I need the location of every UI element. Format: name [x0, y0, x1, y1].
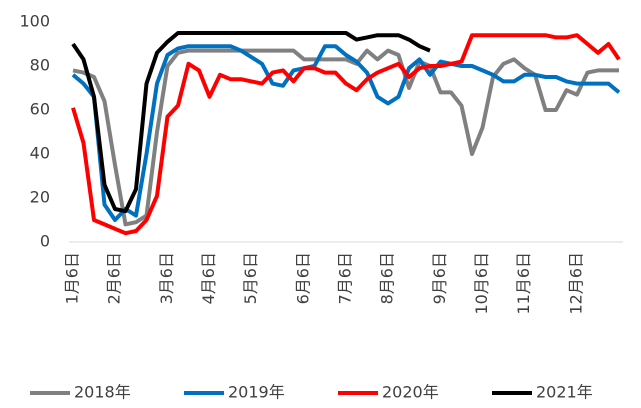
x-tick-label: 8月6日 — [378, 252, 397, 304]
y-tick-label: 0 — [40, 232, 50, 251]
y-tick-label: 40 — [30, 144, 50, 163]
x-tick-label: 9月6日 — [430, 252, 449, 304]
line-series — [71, 31, 431, 214]
x-tick-label: 5月6日 — [241, 252, 260, 304]
y-tick-label: 60 — [30, 100, 50, 119]
x-tick-label: 1月6日 — [63, 252, 82, 304]
x-tick-label: 2月6日 — [105, 252, 124, 304]
legend-label: 2019年 — [228, 383, 285, 402]
x-tick-label: 3月6日 — [157, 252, 176, 304]
x-tick-label: 10月6日 — [472, 252, 491, 315]
x-tick-label: 7月6日 — [336, 252, 355, 304]
line-series — [72, 48, 619, 227]
line-series — [71, 33, 621, 236]
legend-label: 2021年 — [536, 383, 593, 402]
y-tick-label: 100 — [19, 12, 50, 31]
x-tick-label: 11月6日 — [514, 252, 533, 315]
y-tick-label: 20 — [30, 188, 50, 207]
y-tick-label: 80 — [30, 56, 50, 75]
x-tick-label: 4月6日 — [199, 252, 218, 304]
x-tick-label: 12月6日 — [567, 252, 586, 315]
line-series — [71, 44, 621, 222]
x-tick-label: 6月6日 — [294, 252, 313, 304]
legend-label: 2018年 — [74, 383, 131, 402]
legend-label: 2020年 — [382, 383, 439, 402]
